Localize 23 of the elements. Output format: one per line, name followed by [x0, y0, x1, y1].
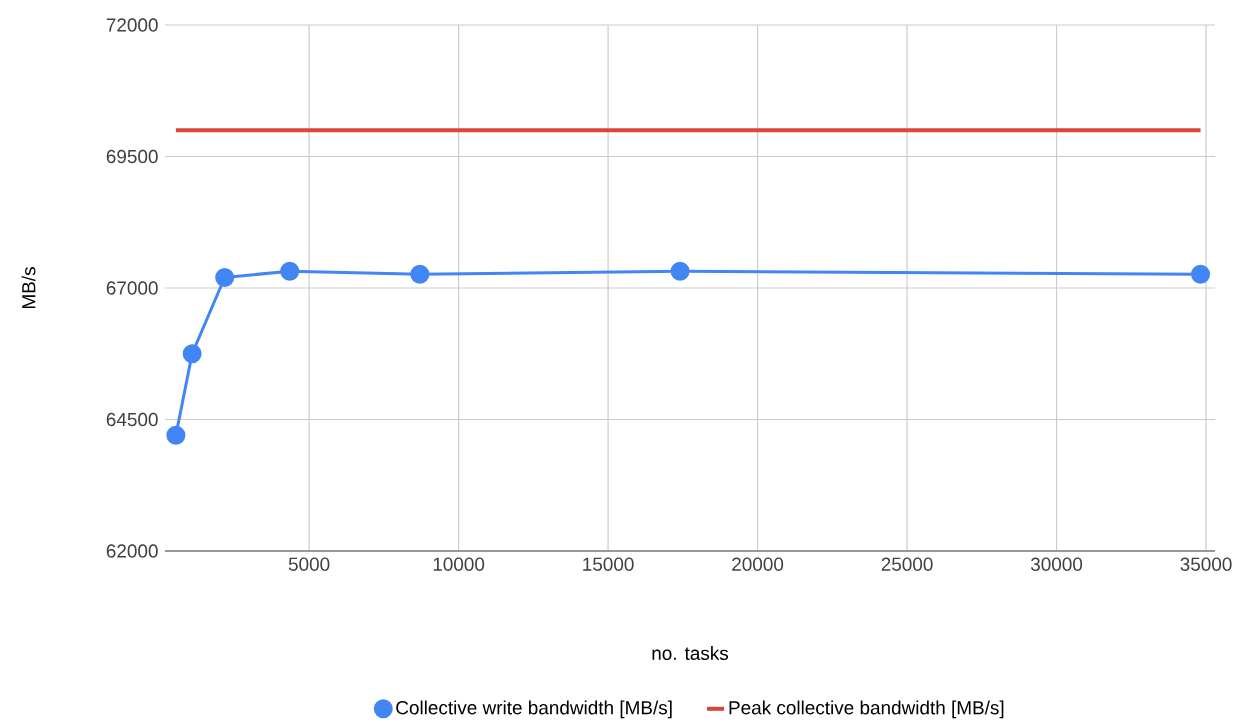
point [166, 425, 186, 445]
y-tick-label: 64500 [106, 412, 158, 427]
point [280, 261, 300, 281]
legend-label: Peak collective bandwidth [MB/s] [729, 700, 1004, 719]
x-tick-label: 30000 [1030, 557, 1083, 571]
point [410, 264, 430, 284]
x-axis-title: no. tasks [652, 646, 729, 660]
legend-label: Collective write bandwidth [MB/s] [396, 700, 672, 719]
y-tick-label: 67000 [106, 281, 158, 295]
y-axis-title: MB/s [21, 267, 36, 309]
x-tick-label: 20000 [732, 557, 784, 571]
point [670, 261, 690, 281]
x-tick-label: 25000 [881, 557, 933, 571]
x-tick-label: 5000 [288, 557, 330, 571]
point [215, 267, 235, 287]
x-tick-label: 15000 [583, 557, 634, 571]
x-tick-label: 10000 [433, 557, 485, 571]
point [1191, 264, 1211, 284]
x-tick-label: 35000 [1180, 557, 1232, 571]
y-tick-label: 62000 [106, 544, 158, 558]
y-tick-label: 69500 [106, 149, 158, 164]
point [182, 344, 202, 364]
y-tick-label: 72000 [106, 18, 158, 32]
